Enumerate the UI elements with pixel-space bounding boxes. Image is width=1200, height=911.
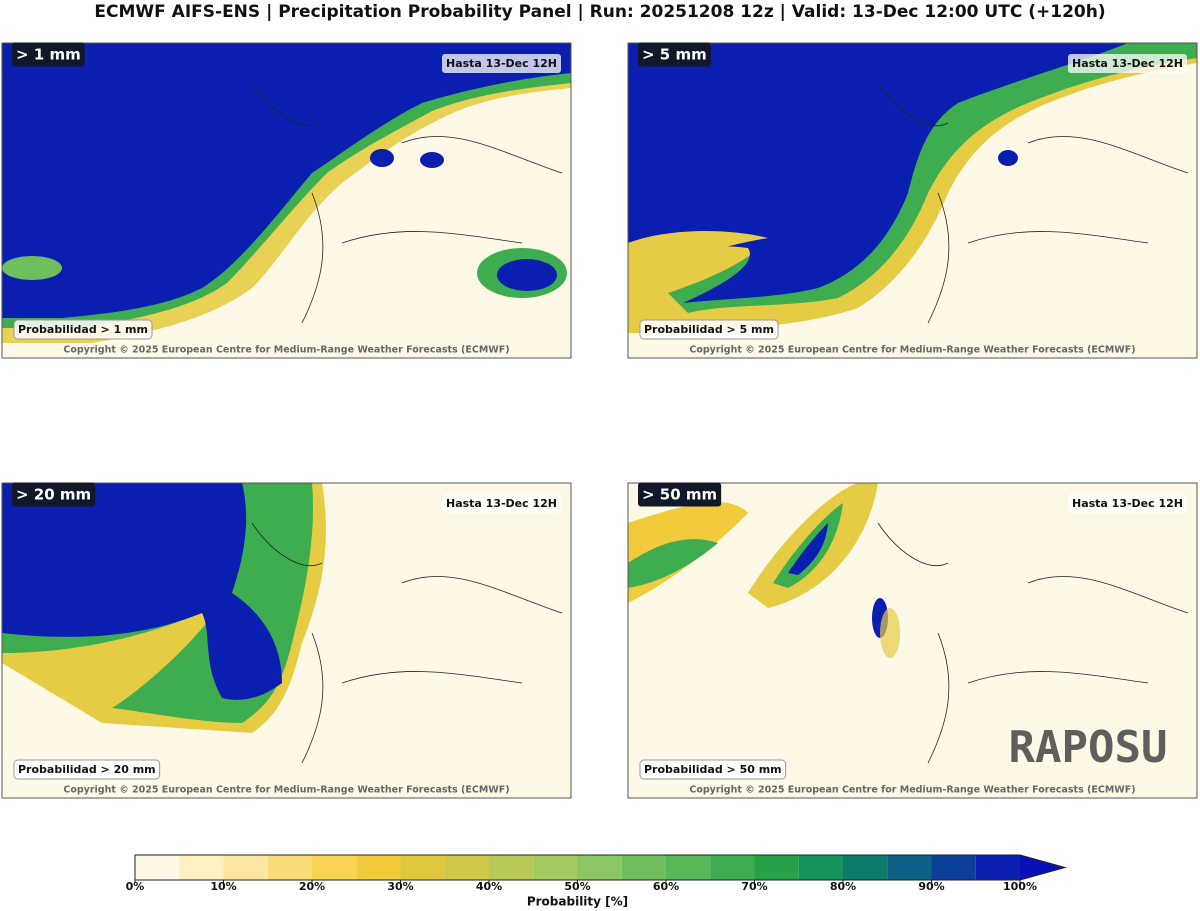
colorbar-tick-label: 80% [830, 880, 856, 893]
panel-frame [1, 482, 572, 799]
colorbar-segment [356, 855, 401, 880]
colorbar-tick-label: 60% [653, 880, 679, 893]
copyright: Copyright © 2025 European Centre for Med… [63, 785, 509, 796]
colorbar-tick-label: 100% [1003, 880, 1037, 893]
label-background [639, 319, 779, 340]
map [628, 483, 1197, 798]
copyright: Copyright © 2025 European Centre for Med… [689, 345, 1135, 356]
colorbar-label: Probability [%] [527, 895, 628, 909]
panel-caption: Probabilidad > 50 mm [644, 763, 782, 776]
panel-caption: Probabilidad > 5 mm [644, 323, 774, 336]
colorbar-segment [975, 855, 1020, 880]
colorbar-segment [444, 855, 489, 880]
colorbar-tick-label: 20% [299, 880, 325, 893]
valid-time-box: Hasta 13-Dec 12H [441, 494, 561, 513]
copyright: Copyright © 2025 European Centre for Med… [689, 785, 1135, 796]
panel-caption-box: Probabilidad > 20 mm [13, 759, 161, 780]
panel-label: > 50 mm [642, 486, 717, 504]
colorbar-segment [533, 855, 578, 880]
label-background [639, 759, 787, 780]
map [628, 43, 1197, 358]
valid-time-box: Hasta 13-Dec 12H [441, 54, 561, 73]
colorbar-segment [489, 855, 534, 880]
colorbar-segment [798, 855, 843, 880]
colorbar-extension [1020, 855, 1065, 880]
colorbar-tick-label: 90% [918, 880, 944, 893]
panel-frame [627, 482, 1198, 799]
colorbar-segment [666, 855, 711, 880]
label-background [638, 482, 722, 507]
colorbar-tick-label: 70% [741, 880, 767, 893]
valid-time: Hasta 13-Dec 12H [446, 497, 557, 510]
panel-caption-box: Probabilidad > 5 mm [639, 319, 779, 340]
label-background [12, 482, 96, 507]
colorbar-segment [267, 855, 312, 880]
panel-caption: Probabilidad > 1 mm [18, 323, 148, 336]
colorbar-segment [179, 855, 224, 880]
label-background [13, 319, 153, 340]
colorbar-segment [400, 855, 445, 880]
label-background [1067, 54, 1187, 73]
colorbar-segment [754, 855, 799, 880]
panel-label-box: > 50 mm [638, 482, 722, 507]
colorbar-tick-label: 0% [126, 880, 145, 893]
valid-time-box: Hasta 13-Dec 12H [1067, 494, 1187, 513]
panel-label: > 1 mm [16, 46, 81, 64]
valid-time: Hasta 13-Dec 12H [1072, 57, 1183, 70]
panel-caption-box: Probabilidad > 50 mm [639, 759, 787, 780]
label-background [1067, 494, 1187, 513]
colorbar-segment [577, 855, 622, 880]
colorbar-tick-label: 50% [564, 880, 590, 893]
panel-caption: Probabilidad > 20 mm [18, 763, 156, 776]
colorbar-segment [135, 855, 180, 880]
map [2, 43, 571, 358]
valid-time: Hasta 13-Dec 12H [446, 57, 557, 70]
panel-frame [627, 42, 1198, 359]
copyright: Copyright © 2025 European Centre for Med… [63, 345, 509, 356]
panel-label-box: > 5 mm [638, 42, 711, 67]
colorbar-segment [843, 855, 888, 880]
panel-label-box: > 20 mm [12, 482, 96, 507]
panel-label: > 5 mm [642, 46, 707, 64]
map [2, 483, 571, 798]
colorbar-segment [223, 855, 268, 880]
colorbar-segment [312, 855, 357, 880]
panel-caption-box: Probabilidad > 1 mm [13, 319, 153, 340]
valid-time: Hasta 13-Dec 12H [1072, 497, 1183, 510]
colorbar-segment [621, 855, 666, 880]
colorbar-segment [931, 855, 976, 880]
annotations: > 1 mm Hasta 13-Dec 12H Probabilidad > 1 m… [1, 42, 1198, 909]
panel-label-box: > 1 mm [12, 42, 85, 67]
watermark: RAPOSU [1009, 722, 1168, 773]
figure-title: ECMWF AIFS-ENS | Precipitation Probabili… [94, 2, 1105, 22]
colorbar-segment [887, 855, 932, 880]
label-background [441, 494, 561, 513]
colorbar-outline [134, 854, 1067, 881]
panel-frame [1, 42, 572, 359]
label-background [441, 54, 561, 73]
valid-time-box: Hasta 13-Dec 12H [1067, 54, 1187, 73]
label-background [638, 42, 711, 67]
colorbar-segment [710, 855, 755, 880]
label-background [12, 42, 85, 67]
label-background [13, 759, 161, 780]
colorbar-tick-label: 40% [476, 880, 502, 893]
panel-label: > 20 mm [16, 486, 91, 504]
colorbar-tick-label: 10% [210, 880, 236, 893]
colorbar-tick-label: 30% [387, 880, 413, 893]
